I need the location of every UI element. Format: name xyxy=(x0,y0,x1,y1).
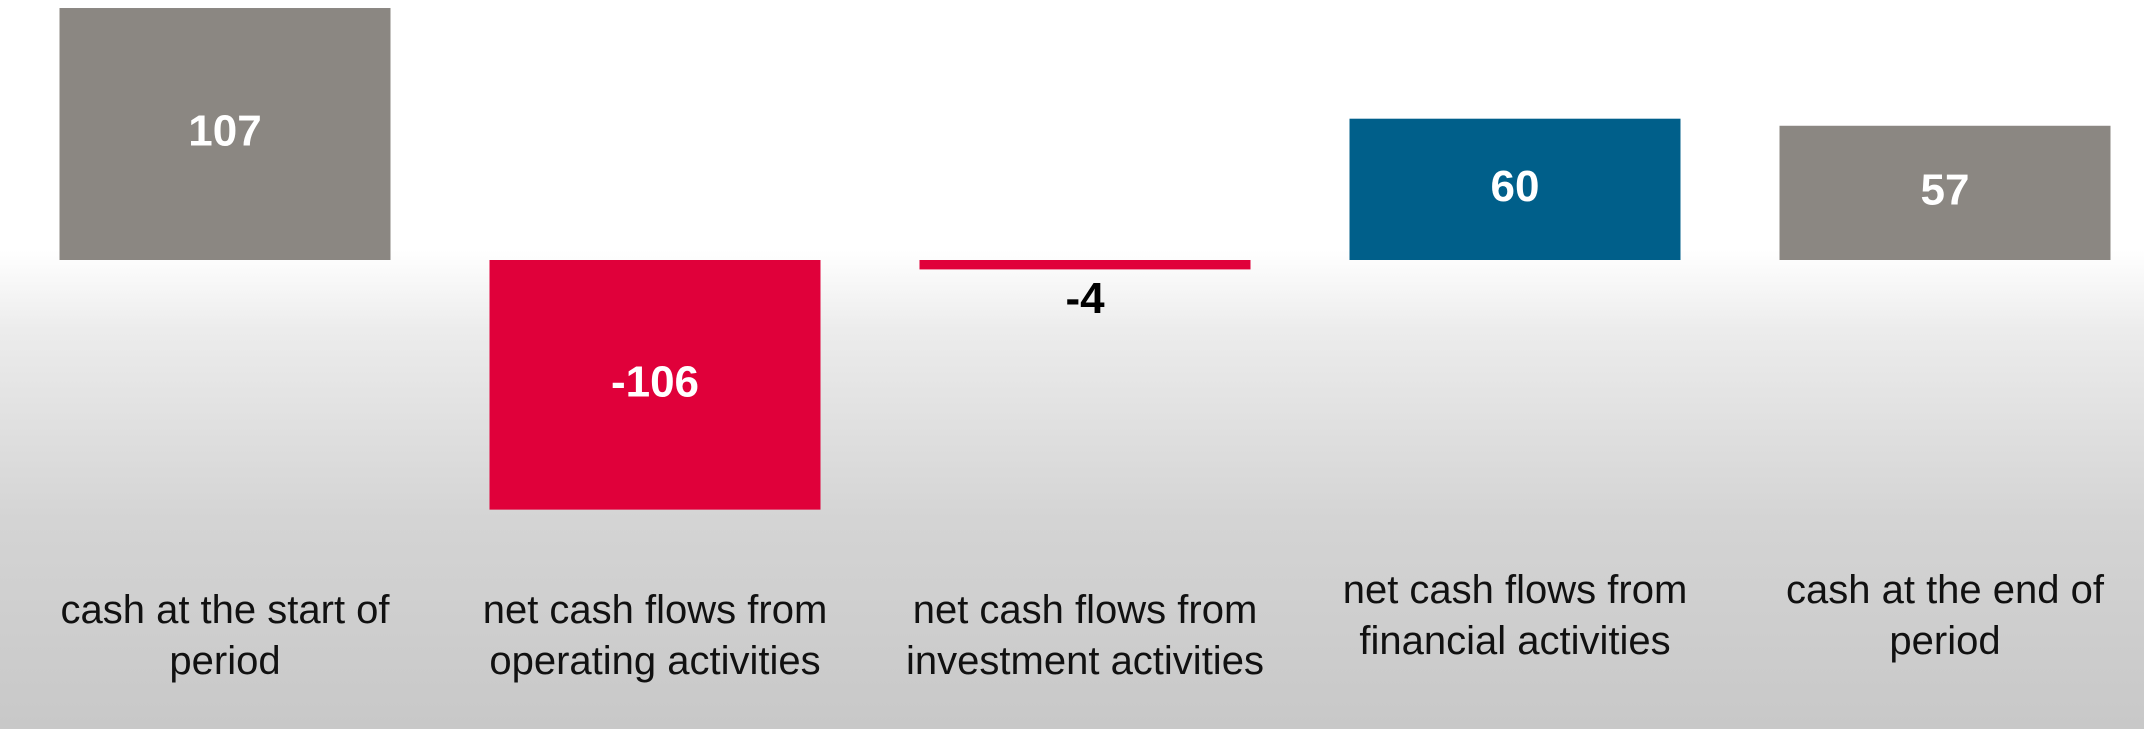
category-label: net cash flows from investment activitie… xyxy=(906,588,1264,683)
bar xyxy=(59,8,391,261)
value-label: 107 xyxy=(188,107,261,156)
value-label: 60 xyxy=(1491,162,1540,211)
bar xyxy=(1779,125,2111,260)
category-label: cash at the start of period xyxy=(60,588,390,683)
bar xyxy=(1349,118,1681,260)
category-label: net cash flows from operating activities xyxy=(482,588,828,683)
value-label: -4 xyxy=(1065,274,1105,323)
category-label: net cash flows from financial activities xyxy=(1342,568,1688,663)
category-label: cash at the end of period xyxy=(1785,568,2104,663)
value-label: -106 xyxy=(611,357,699,406)
bar xyxy=(919,260,1251,270)
value-label: 57 xyxy=(1921,166,1970,215)
bar xyxy=(489,260,821,510)
